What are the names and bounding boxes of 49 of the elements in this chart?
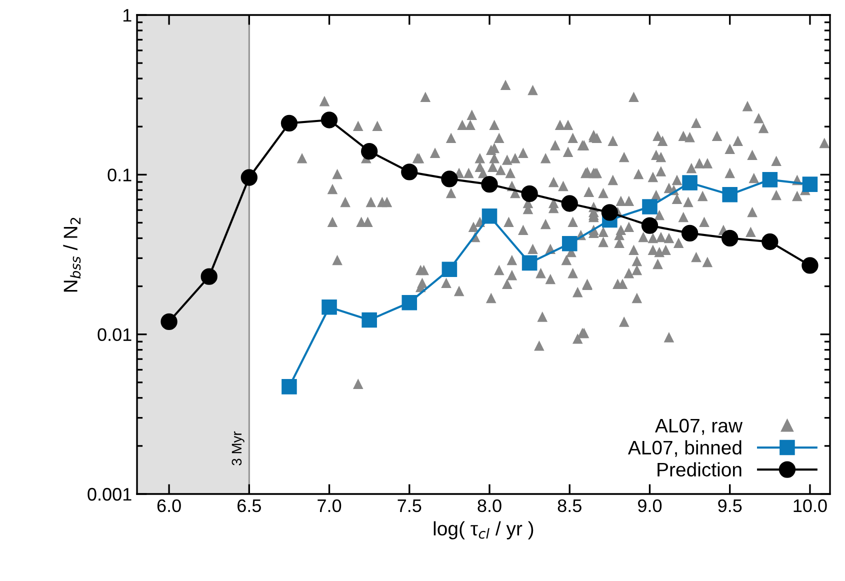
point [681, 224, 698, 242]
point [802, 257, 818, 274]
point [562, 236, 578, 252]
x-tick-label: 9.5 [718, 499, 742, 512]
point [361, 143, 378, 160]
point [762, 172, 778, 188]
legend-label: AL07, raw [654, 418, 743, 435]
point [482, 208, 498, 224]
point [561, 195, 578, 212]
point [762, 233, 778, 250]
y-tick-label: 1 [123, 9, 132, 22]
point [362, 312, 377, 328]
x-tick-label: 8.0 [478, 499, 502, 512]
point [641, 217, 658, 234]
point [320, 112, 338, 128]
legend-label: AL07, binned [628, 440, 742, 457]
x-tick-label: 10.0 [794, 499, 827, 512]
point [200, 268, 218, 285]
point [802, 176, 818, 192]
x-tick-label: 6.0 [157, 499, 181, 512]
point [280, 114, 298, 132]
point [601, 204, 618, 221]
point [402, 294, 418, 310]
point [282, 379, 297, 394]
point [401, 164, 418, 180]
point [240, 169, 258, 186]
point [722, 186, 738, 202]
legend-label: Prediction [658, 462, 742, 477]
x-axis-title: log( τ$_{cl}$ / yr ) [434, 521, 534, 540]
band-label: 3 Myr [232, 431, 244, 466]
point [160, 313, 178, 330]
point [642, 199, 658, 214]
x-tick-label: 8.5 [558, 499, 582, 512]
x-tick-label: 6.5 [238, 499, 261, 512]
y-tick-label: 0.001 [88, 488, 132, 501]
point [441, 170, 458, 188]
point [322, 300, 337, 315]
y-axis-title: N$_{bss}$ / N$_{2}$ [63, 218, 81, 292]
point [521, 185, 538, 202]
point [722, 230, 738, 247]
point [442, 262, 458, 278]
y-tick-label: 0.01 [98, 328, 132, 342]
point [682, 175, 698, 190]
x-tick-label: 9.0 [638, 499, 662, 512]
y-tick-label: 0.1 [108, 168, 132, 182]
point [481, 176, 498, 193]
x-tick-label: 7.5 [398, 500, 422, 512]
point [522, 255, 538, 271]
x-tick-label: 7.0 [318, 499, 342, 512]
